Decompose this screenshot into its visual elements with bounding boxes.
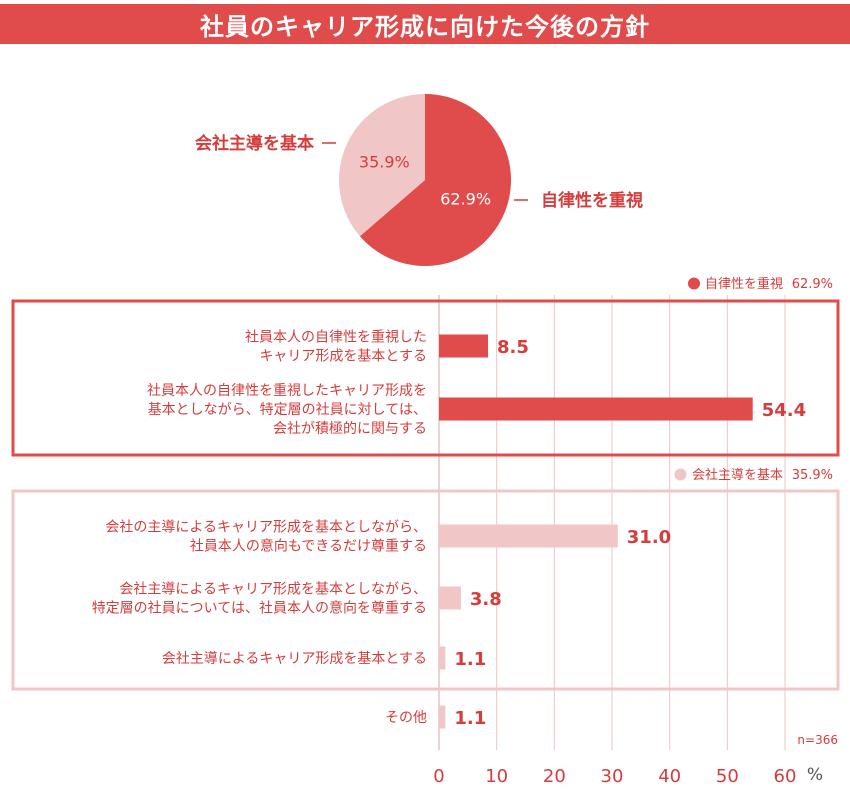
category-label: その他 (385, 710, 427, 726)
category-label: 社員本人の自律性を重視した (245, 330, 427, 346)
category-label: 会社主導によるキャリア形成を基本とする (162, 650, 427, 667)
pie-value-label: 35.9% (359, 152, 410, 171)
legend-value: 35.9% (792, 468, 833, 483)
x-tick-label: 40 (658, 766, 681, 787)
bar (439, 705, 446, 729)
legend-label: 会社主導を基本 (692, 467, 783, 483)
x-tick-label: 60 (774, 766, 797, 787)
pie-slice-0 (359, 94, 511, 266)
pie-slice-label: 自律性を重視 (541, 190, 643, 211)
bar-value-label: 31.0 (627, 527, 671, 548)
bar-value-label: 1.1 (454, 649, 486, 670)
category-label: 基本としながら、特定層の社員に対しては、 (148, 401, 427, 418)
pie-slice-label: 会社主導を基本 (195, 133, 314, 154)
bar-value-label: 54.4 (762, 400, 806, 421)
x-tick-label: 20 (543, 766, 566, 787)
category-label: 会社の主導によるキャリア形成を基本としながら、 (105, 519, 427, 536)
x-tick-label: 0 (433, 766, 444, 787)
bar-value-label: 3.8 (470, 589, 502, 610)
pie-slice-1 (339, 94, 425, 237)
bar (439, 334, 489, 358)
bar (439, 524, 618, 548)
category-label: 会社が積極的に関与する (273, 421, 427, 437)
legend-value: 62.9% (792, 277, 833, 292)
bar (439, 646, 446, 670)
x-tick-label: 10 (485, 766, 508, 787)
category-label: キャリア形成を基本とする (259, 348, 427, 365)
category-label: 社員本人の自律性を重視したキャリア形成を (147, 383, 427, 399)
x-tick-label: 50 (716, 766, 739, 787)
category-label: 会社主導によるキャリア形成を基本としながら、 (119, 581, 427, 598)
sample-size-note: n=366 (797, 733, 838, 747)
legend-marker (688, 277, 700, 290)
bar-value-label: 8.5 (497, 337, 529, 358)
group-box-autonomy (11, 299, 840, 457)
bar-value-label: 1.1 (454, 708, 486, 729)
legend-label: 自律性を重視 (705, 276, 783, 292)
legend-marker (674, 468, 687, 481)
pie-value-label: 62.9% (440, 190, 491, 209)
bar (439, 397, 753, 421)
bar (439, 586, 461, 610)
category-label: 特定層の社員については、社員本人の意向を尊重する (92, 600, 427, 617)
chart-title: 社員のキャリア形成に向けた今後の方針 (0, 4, 850, 44)
category-label: 社員本人の意向もできるだけ尊重する (190, 538, 427, 555)
x-axis-unit: % (807, 765, 823, 785)
x-tick-label: 30 (601, 766, 624, 787)
group-box-company-led (11, 489, 840, 691)
